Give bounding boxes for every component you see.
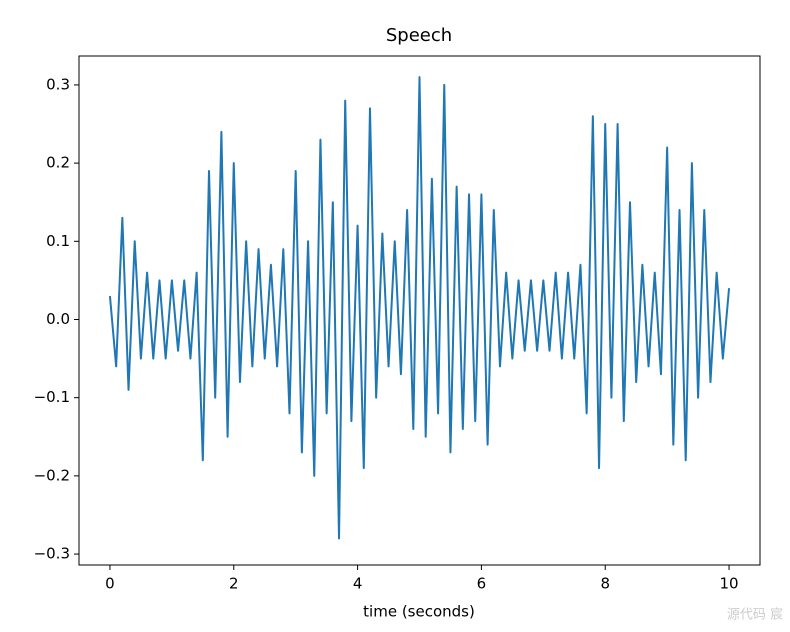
x-tick-label: 6 <box>477 575 487 593</box>
y-tick-label: 0.0 <box>46 310 70 328</box>
x-axis-label: time (seconds) <box>363 603 475 621</box>
watermark: 源代码 宸 <box>727 607 783 623</box>
y-tick-label: −0.3 <box>34 545 70 563</box>
plot-frame <box>78 55 761 566</box>
y-tick-label: −0.1 <box>34 388 70 406</box>
y-tick-label: 0.3 <box>46 75 70 93</box>
y-tick-label: 0.2 <box>46 154 70 172</box>
x-tick-label: 8 <box>600 575 610 593</box>
x-tick-label: 10 <box>719 575 738 593</box>
y-tick-label: 0.1 <box>46 232 70 250</box>
waveform-line <box>108 76 731 540</box>
x-tick-label: 2 <box>229 575 239 593</box>
x-tick-label: 4 <box>353 575 363 593</box>
x-tick-label: 0 <box>105 575 115 593</box>
chart-title: Speech <box>386 25 452 46</box>
y-tick-label: −0.2 <box>34 466 70 484</box>
